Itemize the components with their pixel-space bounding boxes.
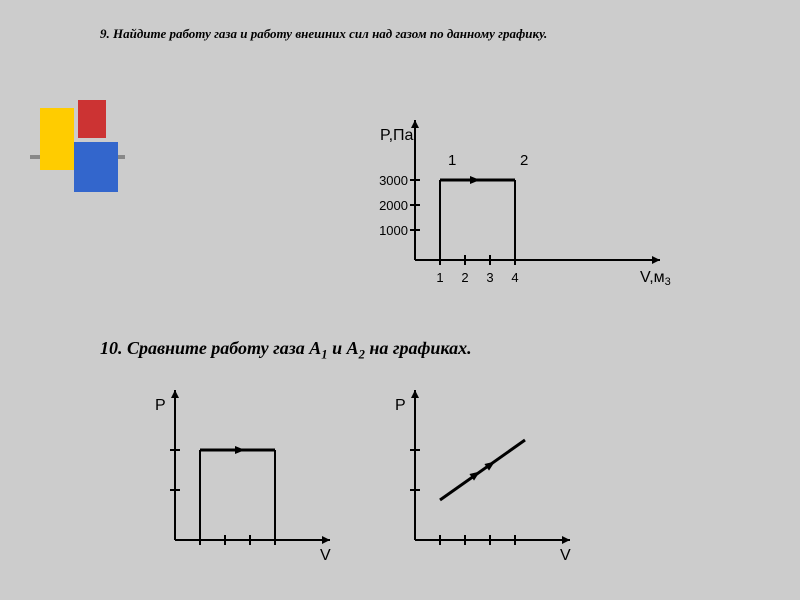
chart-q10-b: P V xyxy=(370,380,590,570)
y-axis-label-b: P xyxy=(395,397,406,414)
x-axis-label-b: V xyxy=(560,547,571,564)
y-tick-1000: 1000 xyxy=(379,223,408,238)
question-10-title: 10. Сравните работу газа А1 и А2 на граф… xyxy=(100,338,472,363)
x-tick-2: 2 xyxy=(461,270,468,285)
point-label-2: 2 xyxy=(520,152,528,169)
chart-q9: 1000 2000 3000 1 2 3 4 1 2 P,Па V,м3 xyxy=(370,110,690,295)
y-tick-2000: 2000 xyxy=(379,198,408,213)
x-tick-3: 3 xyxy=(486,270,493,285)
point-label-1: 1 xyxy=(448,152,456,169)
chart-q10-a: P V xyxy=(130,380,350,570)
x-axis-label-a: V xyxy=(320,547,331,564)
x-axis-label: V,м3 xyxy=(640,269,671,288)
y-axis-label-a: P xyxy=(155,397,166,414)
x-tick-1: 1 xyxy=(436,270,443,285)
decorative-logo xyxy=(30,100,130,210)
question-9-title: 9. Найдите работу газа и работу внешних … xyxy=(100,26,547,42)
y-axis-label: P,Па xyxy=(380,127,414,144)
y-tick-3000: 3000 xyxy=(379,173,408,188)
x-tick-4: 4 xyxy=(511,270,518,285)
